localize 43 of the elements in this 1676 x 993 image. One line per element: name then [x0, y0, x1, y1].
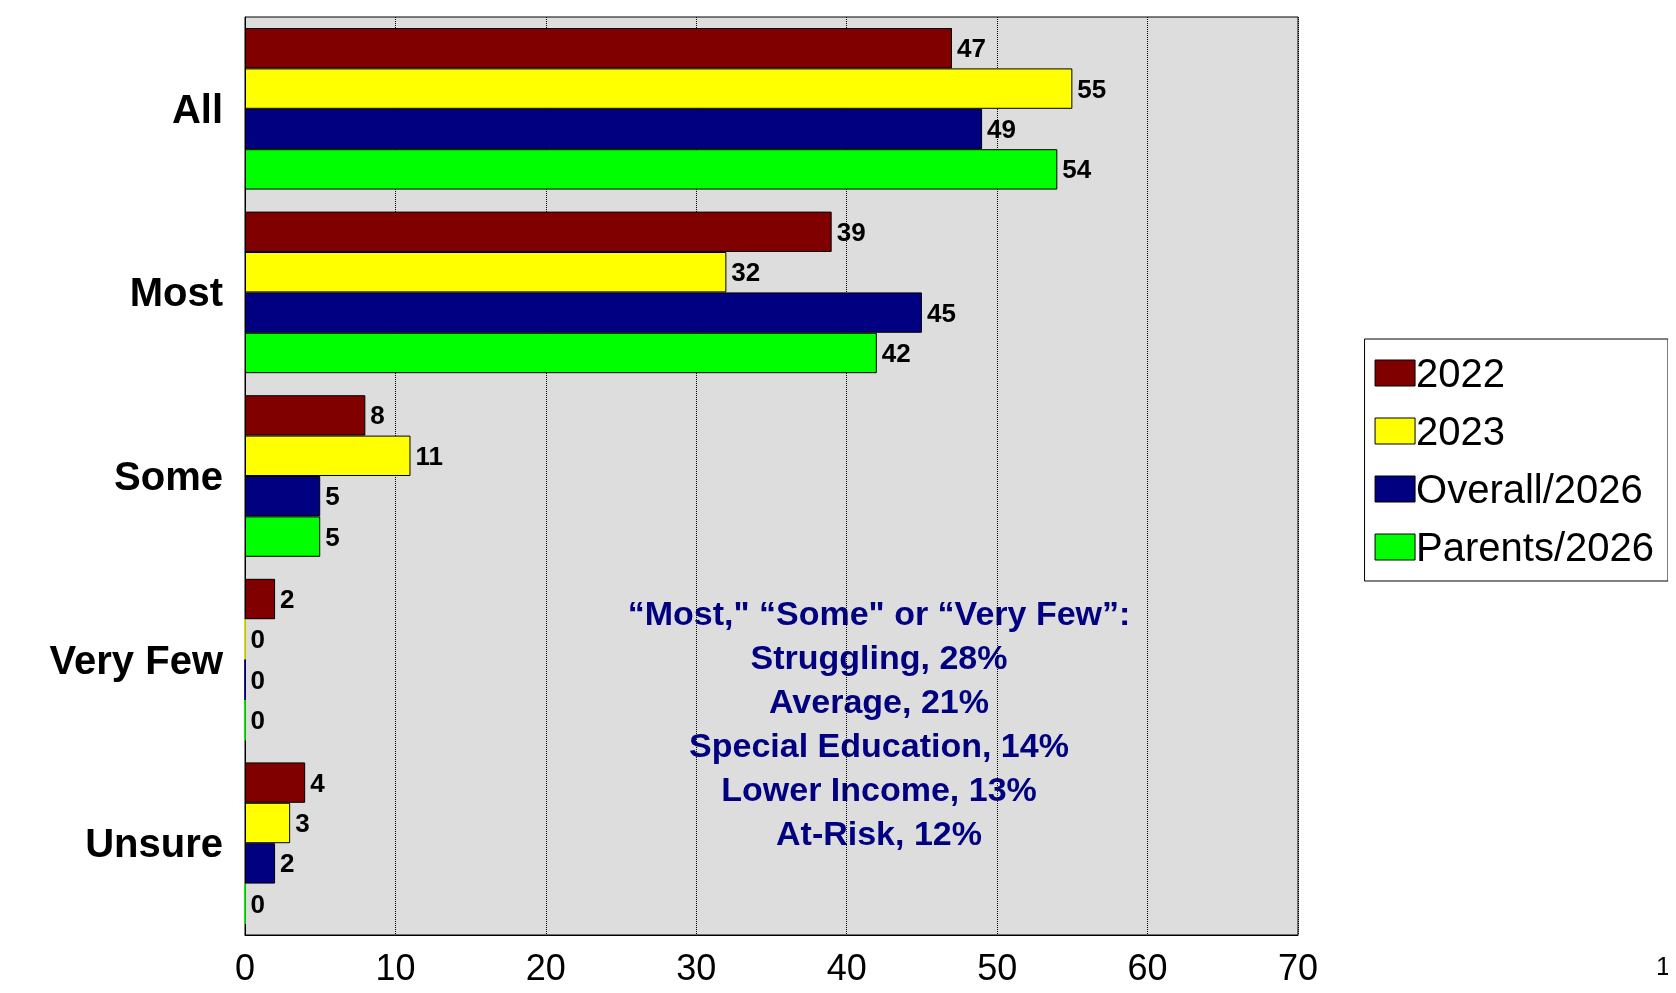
data-label: 11 — [415, 440, 443, 471]
data-label: 5 — [325, 481, 340, 512]
x-tick-label: 0 — [234, 946, 256, 988]
data-label: 2 — [280, 584, 295, 615]
annotation: Lower Income, 13% — [721, 770, 1037, 808]
data-label: 42 — [881, 337, 911, 368]
legend-label: 2023 — [1416, 409, 1506, 453]
annotation: At-Risk, 12% — [776, 814, 982, 852]
data-label: 3 — [295, 808, 310, 838]
x-tick-label: 50 — [977, 946, 1018, 988]
x-tick-label: 60 — [1127, 946, 1168, 988]
data-label: 5 — [325, 521, 340, 552]
x-tick-label: 20 — [525, 946, 566, 988]
y-tick-label: All — [171, 86, 223, 131]
data-label: 54 — [1062, 154, 1092, 185]
y-tick-label: Some — [114, 454, 223, 498]
data-label: 0 — [250, 888, 265, 919]
y-tick-label: Most — [129, 270, 223, 315]
annotation: Average, 21% — [769, 682, 989, 720]
x-tick-label: 70 — [1277, 946, 1319, 988]
annotation: Struggling, 28% — [750, 638, 1008, 676]
legend-label: 2022 — [1416, 351, 1506, 395]
x-tick-label: 30 — [676, 946, 717, 988]
annotation: “Most," “Some" or “Very Few”: — [627, 594, 1131, 632]
y-tick-label: Unsure — [85, 821, 223, 866]
data-label: 8 — [370, 400, 385, 431]
y-tick-label: Very Few — [49, 637, 224, 682]
data-label: 47 — [957, 33, 986, 64]
data-label: 55 — [1077, 73, 1107, 104]
data-label: 0 — [250, 705, 265, 736]
data-label: 0 — [250, 664, 265, 695]
data-label: 45 — [926, 297, 956, 328]
data-label: 4 — [310, 767, 326, 798]
annotation: Special Education, 14% — [689, 726, 1069, 764]
data-label: 0 — [250, 624, 265, 655]
data-label: 2 — [280, 848, 295, 879]
x-tick-label: 40 — [826, 946, 867, 988]
data-label: 39 — [836, 216, 866, 247]
legend-label: Overall/2026 — [1416, 467, 1643, 511]
data-label: 32 — [731, 257, 761, 288]
legend-label: Parents/2026 — [1416, 525, 1654, 569]
x-tick-label: 10 — [375, 946, 416, 988]
data-label: 49 — [987, 114, 1017, 144]
